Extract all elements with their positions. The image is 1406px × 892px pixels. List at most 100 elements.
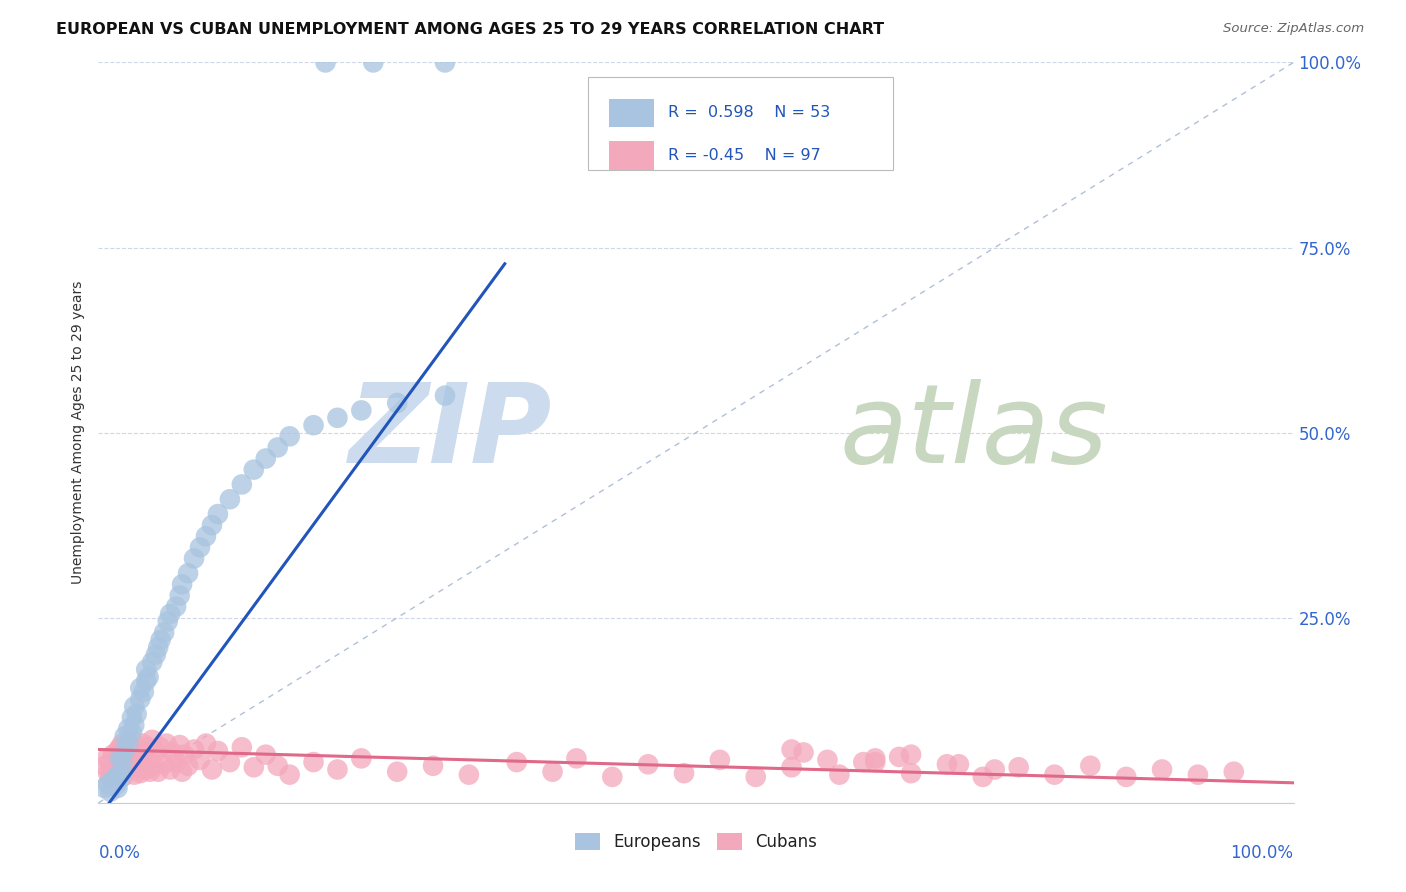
Point: [121, 711, 143, 725]
Point: [865, 755, 887, 769]
Point: [172, 577, 194, 591]
Point: [108, 770, 131, 784]
Point: [135, 763, 157, 777]
Point: [219, 492, 242, 507]
Text: ZIP: ZIP: [349, 379, 553, 486]
Text: R = -0.45    N = 97: R = -0.45 N = 97: [668, 148, 821, 163]
Point: [936, 757, 959, 772]
Point: [385, 396, 409, 410]
Point: [124, 767, 146, 781]
Point: [97, 777, 120, 791]
Point: [637, 757, 659, 772]
Point: [135, 746, 157, 760]
Point: [93, 780, 115, 795]
Legend: Europeans, Cubans: Europeans, Cubans: [568, 826, 824, 857]
Point: [162, 746, 184, 760]
Point: [1008, 760, 1031, 774]
Point: [114, 744, 136, 758]
Point: [422, 758, 444, 772]
Point: [108, 751, 131, 765]
Point: [278, 767, 301, 781]
Point: [129, 747, 152, 762]
Point: [709, 753, 731, 767]
Point: [434, 55, 457, 70]
Point: [169, 589, 191, 603]
Point: [105, 767, 128, 781]
Point: [114, 744, 136, 758]
Point: [108, 740, 131, 755]
Point: [278, 429, 301, 443]
Point: [565, 751, 588, 765]
Point: [96, 751, 118, 765]
Point: [155, 737, 177, 751]
Point: [124, 718, 146, 732]
Point: [231, 740, 253, 755]
Point: [143, 758, 166, 772]
Point: [177, 566, 200, 581]
Point: [900, 747, 922, 762]
Point: [267, 758, 290, 772]
Point: [165, 599, 187, 614]
Point: [129, 766, 152, 780]
Point: [1223, 764, 1246, 779]
Point: [124, 755, 146, 769]
Point: [363, 55, 385, 70]
Text: Source: ZipAtlas.com: Source: ZipAtlas.com: [1223, 22, 1364, 36]
Point: [1115, 770, 1137, 784]
Point: [183, 742, 205, 756]
Point: [120, 758, 142, 772]
Point: [125, 742, 148, 756]
Point: [121, 725, 143, 739]
Point: [1152, 763, 1174, 777]
Point: [98, 770, 122, 784]
FancyBboxPatch shape: [589, 78, 893, 169]
Point: [111, 770, 134, 784]
Point: [780, 742, 803, 756]
Point: [138, 740, 160, 755]
Point: [149, 740, 172, 755]
Point: [506, 755, 529, 769]
Point: [129, 681, 152, 695]
Point: [1043, 767, 1066, 781]
Point: [117, 722, 139, 736]
Point: [141, 655, 163, 669]
Point: [326, 763, 349, 777]
Point: [458, 767, 481, 781]
Point: [141, 732, 163, 747]
Point: [107, 744, 129, 758]
Point: [156, 615, 179, 629]
Point: [165, 755, 187, 769]
Point: [145, 648, 167, 662]
Point: [124, 699, 146, 714]
Point: [93, 758, 115, 772]
Point: [159, 763, 181, 777]
Text: 0.0%: 0.0%: [98, 844, 141, 862]
Point: [183, 551, 205, 566]
Point: [114, 729, 136, 743]
Point: [118, 747, 141, 762]
Point: [111, 755, 134, 769]
Point: [135, 673, 157, 688]
Point: [177, 758, 200, 772]
Text: atlas: atlas: [839, 379, 1108, 486]
Point: [207, 507, 229, 521]
Point: [267, 441, 290, 455]
Point: [195, 737, 218, 751]
Point: [385, 764, 409, 779]
Point: [350, 403, 373, 417]
Point: [159, 607, 181, 621]
Point: [207, 744, 229, 758]
Point: [602, 770, 624, 784]
Point: [815, 753, 838, 767]
Point: [132, 757, 155, 772]
Point: [865, 751, 887, 765]
Point: [302, 418, 325, 433]
Point: [148, 764, 170, 779]
Point: [115, 763, 138, 777]
Point: [101, 747, 124, 762]
Point: [131, 737, 153, 751]
Point: [541, 764, 564, 779]
Point: [173, 747, 195, 762]
Point: [107, 780, 129, 795]
Point: [139, 764, 162, 779]
